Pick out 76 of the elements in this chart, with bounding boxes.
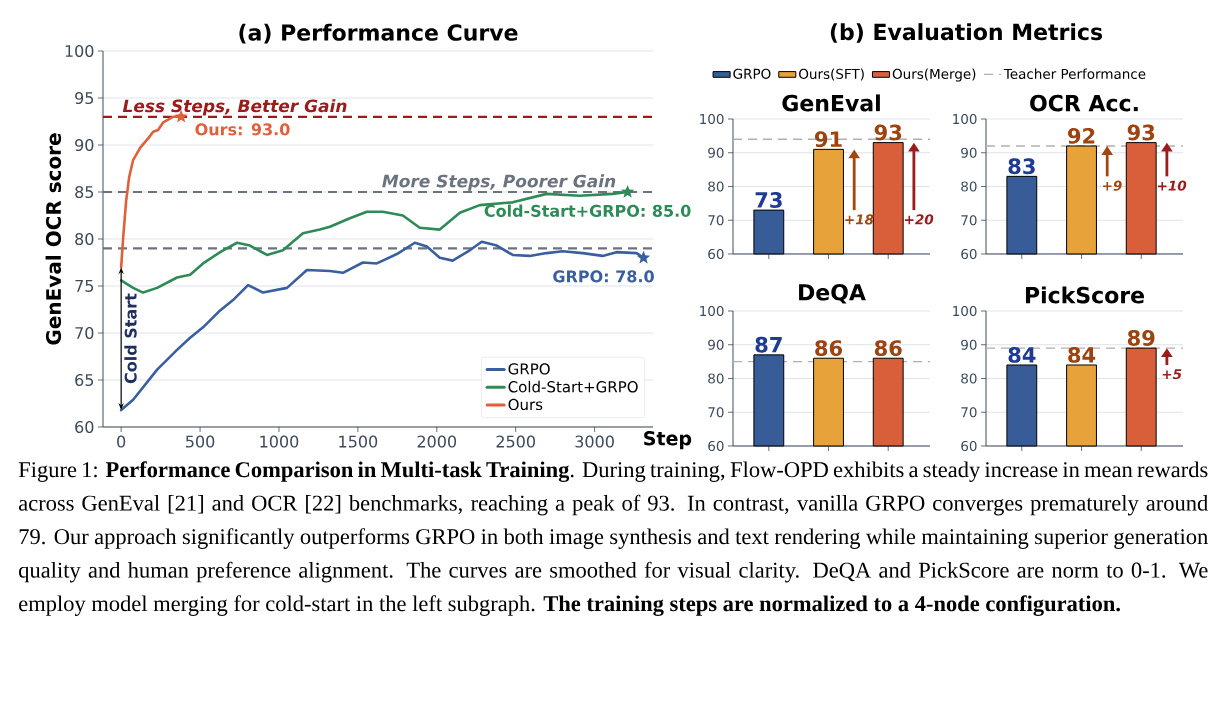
legend-label: Ours xyxy=(508,398,543,411)
x-axis-title: Step xyxy=(644,431,692,450)
y-tick-label: 80 xyxy=(961,373,977,384)
annotation: +20 xyxy=(905,214,934,225)
x-tick-label: 2500 xyxy=(496,435,535,448)
y-tick-label: 100 xyxy=(953,113,977,125)
y-tick-label: 90 xyxy=(961,339,977,350)
y-tick-label: 60 xyxy=(708,440,724,452)
point xyxy=(636,250,651,264)
data-label: 87 xyxy=(755,336,782,353)
y-tick-label: 95 xyxy=(75,91,94,105)
y-tick-label: 70 xyxy=(961,215,977,226)
y-axis-title: GenEval OCR score xyxy=(45,133,62,345)
point xyxy=(620,184,635,198)
x-tick-label: 3000 xyxy=(575,435,614,448)
annotation: +9 xyxy=(1103,180,1122,191)
y-tick-label: 90 xyxy=(708,339,724,350)
y-tick-label: 65 xyxy=(75,373,94,387)
y-tick-label: 100 xyxy=(65,44,94,58)
legend-label: Teacher Performance xyxy=(1003,68,1146,80)
y-tick-label: 60 xyxy=(961,440,977,452)
data-label: 84 xyxy=(1068,346,1096,363)
y-tick-label: 70 xyxy=(708,215,724,226)
y-tick-label: 85 xyxy=(75,185,94,199)
annotation: Cold Start xyxy=(124,293,137,384)
data-label: 73 xyxy=(755,192,782,208)
x-tick-label: 1000 xyxy=(260,435,299,448)
chart-title: DeQA xyxy=(799,283,866,304)
data-label: 86 xyxy=(815,340,843,357)
data-label: 93 xyxy=(874,124,902,141)
y-tick-label: 100 xyxy=(700,113,724,125)
data-label: 86 xyxy=(874,340,902,357)
annotation: GRPO: 78.0 xyxy=(553,270,654,283)
data-label: 83 xyxy=(1008,158,1035,175)
chart-title: (a) Performance Curve xyxy=(239,23,518,44)
caption: Figure 1: Performance Comparison in Multi-task Training. During training, Flow-OPD exhibits a steady increase in mean rewards across GenEval [21] and OCR [22] benchmarks, reaching a peak of 93. In contrast, vanilla GRPO converges prematurely around 79. Our approach significantly outperforms GRPO in both image synthesis and text rendering while maintaining superior generation quality and human preference alignment. The curves are smoothed for visual clarity. DeQA and PickScore are norm to 0-1. We employ model merging for cold-start in the left subgraph. The training steps are normalized to a 4-node configuration. xyxy=(18,461,1208,616)
chart-title: GenEval xyxy=(782,94,880,112)
y-tick-label: 100 xyxy=(953,305,977,317)
y-tick-label: 80 xyxy=(708,373,724,384)
y-tick-label: 90 xyxy=(75,138,94,152)
data-label: 91 xyxy=(814,131,842,148)
y-tick-label: 70 xyxy=(708,407,724,418)
annotation: Cold-Start+GRPO: 85.0 xyxy=(484,204,691,217)
chart-title: PickScore xyxy=(1025,286,1145,304)
y-tick-label: 60 xyxy=(75,420,94,434)
data-label: 92 xyxy=(1067,127,1095,144)
ref-line-label: Less Steps, Better Gain xyxy=(122,99,347,116)
y-tick-label: 60 xyxy=(708,248,724,260)
ref-line-label: More Steps, Poorer Gain xyxy=(382,174,616,191)
y-tick-label: 80 xyxy=(708,181,724,192)
data-label: 93 xyxy=(1127,124,1155,141)
chart-title: OCR Acc. xyxy=(1030,94,1138,112)
y-tick-label: 90 xyxy=(961,147,977,158)
y-tick-label: 80 xyxy=(75,232,94,246)
y-tick-label: 100 xyxy=(700,305,724,317)
x-tick-label: 1500 xyxy=(339,435,378,448)
y-tick-label: 80 xyxy=(961,181,977,192)
legend-label: Ours(Merge) xyxy=(892,68,976,82)
x-tick-label: 2000 xyxy=(417,435,457,448)
annotation: Ours: 93.0 xyxy=(195,123,290,136)
y-tick-label: 90 xyxy=(708,147,724,158)
chart-subtitle: (b) Evaluation Metrics xyxy=(830,23,1103,43)
legend-label: Ours(SFT) xyxy=(799,68,864,81)
y-tick-label: 60 xyxy=(961,248,977,260)
y-tick-label: 70 xyxy=(961,407,977,418)
x-tick-label: 500 xyxy=(186,435,215,448)
x-tick-label: 0 xyxy=(117,435,126,448)
data-label: 84 xyxy=(1008,346,1036,363)
legend-label: GRPO xyxy=(508,363,550,375)
y-tick-label: 75 xyxy=(75,280,94,292)
annotation: +5 xyxy=(1162,369,1182,380)
legend-label: GRPO xyxy=(733,68,771,79)
annotation: +10 xyxy=(1158,180,1187,191)
data-label: 89 xyxy=(1127,330,1155,346)
y-tick-label: 70 xyxy=(75,326,94,340)
legend-label: Cold-Start+GRPO xyxy=(508,380,638,393)
